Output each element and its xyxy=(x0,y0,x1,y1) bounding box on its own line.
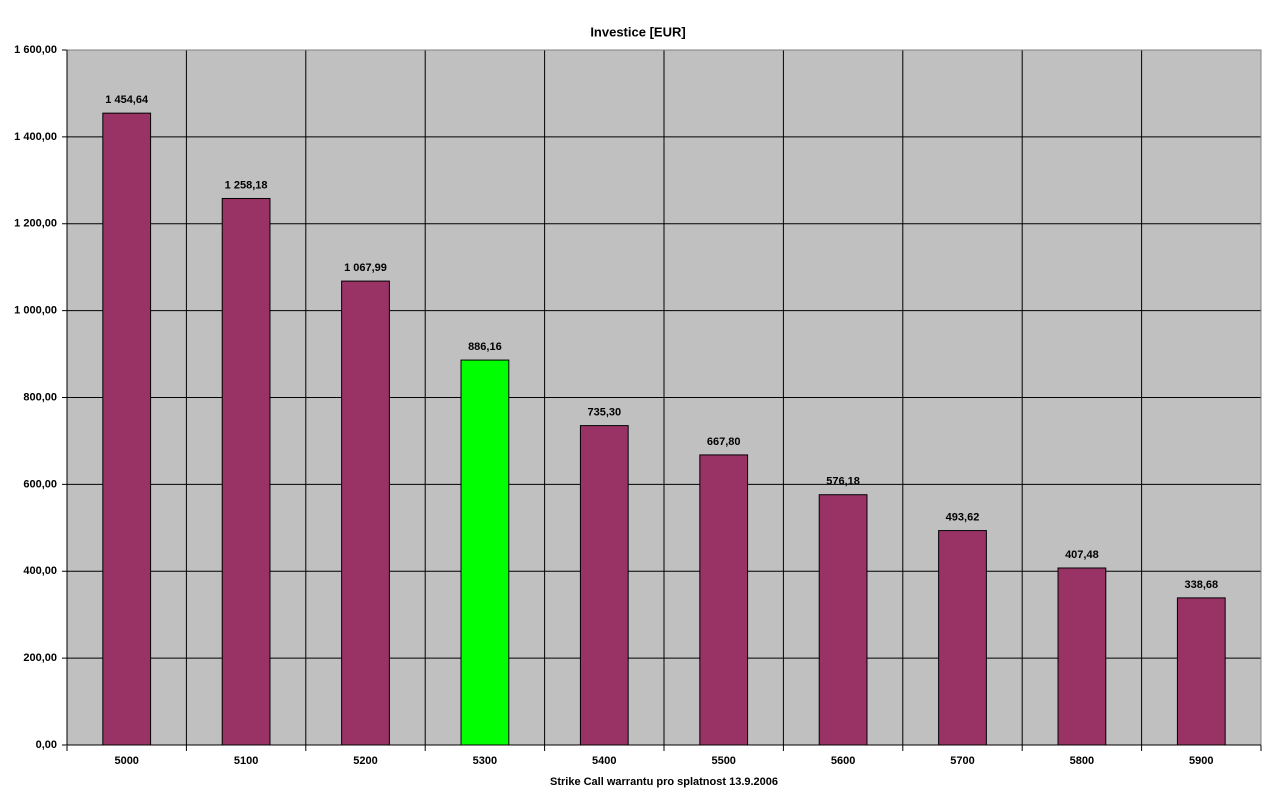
value-label: 338,68 xyxy=(1184,579,1218,591)
value-label: 886,16 xyxy=(468,341,502,353)
value-label: 1 258,18 xyxy=(225,179,268,191)
bar xyxy=(221,197,271,746)
bar xyxy=(579,425,629,746)
bar xyxy=(938,530,987,746)
bar xyxy=(341,280,390,746)
value-label: 1 067,99 xyxy=(344,262,387,274)
x-tick-label: 5300 xyxy=(473,755,497,767)
x-tick-label: 5700 xyxy=(950,755,974,767)
bar xyxy=(102,112,152,746)
value-label: 1 454,64 xyxy=(105,94,149,106)
x-tick-label: 5600 xyxy=(831,755,855,767)
value-label: 735,30 xyxy=(587,407,621,419)
y-tick-label: 400,00 xyxy=(23,565,57,577)
value-label: 576,18 xyxy=(826,476,860,488)
value-label: 493,62 xyxy=(946,511,980,523)
x-tick-label: 5800 xyxy=(1070,755,1094,767)
bar xyxy=(1057,567,1107,746)
bar xyxy=(818,494,868,746)
x-tick-label: 5900 xyxy=(1189,755,1213,767)
y-tick-label: 1 200,00 xyxy=(14,218,57,230)
x-tick-label: 5200 xyxy=(353,755,377,767)
x-tick-label: 5400 xyxy=(592,755,616,767)
y-tick-label: 0,00 xyxy=(36,739,57,751)
y-tick-label: 600,00 xyxy=(23,478,57,490)
x-tick-label: 5500 xyxy=(711,755,735,767)
x-tick-label: 5100 xyxy=(234,755,258,767)
y-tick-label: 200,00 xyxy=(23,652,57,664)
bar xyxy=(699,454,749,746)
value-label: 667,80 xyxy=(707,436,741,448)
y-tick-label: 1 400,00 xyxy=(14,131,57,143)
x-axis-label: Strike Call warrantu pro splatnost 13.9.… xyxy=(550,776,778,788)
bar xyxy=(460,359,510,746)
y-tick-label: 1 000,00 xyxy=(14,305,57,317)
value-label: 407,48 xyxy=(1065,549,1099,561)
y-tick-label: 1 600,00 xyxy=(14,44,57,56)
x-tick-label: 5000 xyxy=(114,755,138,767)
chart-title: Investice [EUR] xyxy=(590,24,685,39)
y-tick-label: 800,00 xyxy=(23,391,57,403)
bar xyxy=(1176,597,1226,746)
